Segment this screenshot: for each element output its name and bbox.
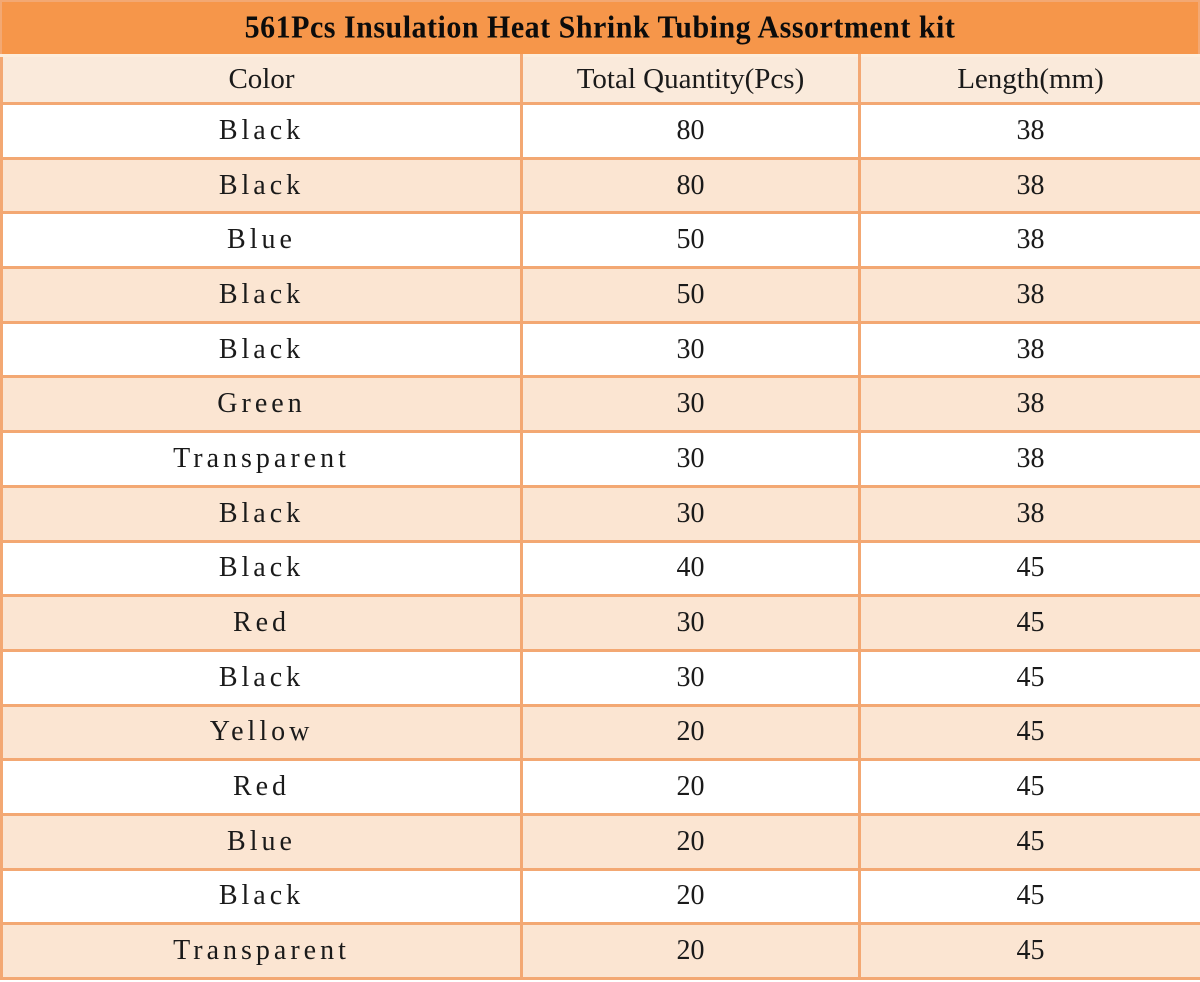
table-title: 561Pcs Insulation Heat Shrink Tubing Ass… (244, 10, 956, 45)
column-header-length: Length(mm) (858, 54, 1200, 105)
table-row: Black 30 38 (0, 320, 1200, 379)
color-cell: Transparent (0, 922, 523, 980)
quantity-cell: 80 (520, 102, 861, 160)
color-cell: Blue (0, 812, 523, 871)
column-header-quantity: Total Quantity(Pcs) (520, 54, 861, 105)
color-cell: Black (0, 484, 523, 543)
length-cell: 45 (858, 539, 1200, 598)
length-cell: 45 (858, 758, 1200, 816)
color-cell: Yellow (0, 703, 523, 762)
table-row: Black 30 38 (0, 484, 1200, 543)
table-title-bar: 561Pcs Insulation Heat Shrink Tubing Ass… (0, 0, 1200, 54)
quantity-cell: 20 (520, 922, 861, 980)
color-cell: Black (0, 867, 523, 926)
length-cell: 38 (858, 211, 1200, 270)
color-cell: Red (0, 594, 523, 652)
table-row: Blue 20 45 (0, 812, 1200, 871)
quantity-cell: 30 (520, 375, 861, 434)
length-cell: 45 (858, 594, 1200, 652)
color-cell: Black (0, 539, 523, 598)
length-cell: 38 (858, 266, 1200, 324)
color-cell: Blue (0, 211, 523, 270)
table-row: Black 40 45 (0, 539, 1200, 598)
color-cell: Black (0, 648, 523, 707)
color-cell: Black (0, 156, 523, 215)
quantity-cell: 50 (520, 211, 861, 270)
color-cell: Black (0, 102, 523, 160)
length-cell: 38 (858, 320, 1200, 379)
length-cell: 38 (858, 156, 1200, 215)
table-row: Transparent 30 38 (0, 430, 1200, 488)
color-cell: Black (0, 320, 523, 379)
table-row: Black 20 45 (0, 867, 1200, 926)
table-body: Black 80 38 Black 80 38 Blue 50 38 Black 50 38 Black… (0, 102, 1200, 980)
color-cell: Black (0, 266, 523, 324)
length-cell: 45 (858, 922, 1200, 980)
table-row: Black 80 38 (0, 102, 1200, 160)
color-cell: Green (0, 375, 523, 434)
header-row: Color Total Quantity(Pcs) Length(mm) (0, 54, 1200, 105)
table-row: Red 20 45 (0, 758, 1200, 816)
table-row: Blue 50 38 (0, 211, 1200, 270)
length-cell: 38 (858, 484, 1200, 543)
quantity-cell: 80 (520, 156, 861, 215)
length-cell: 45 (858, 648, 1200, 707)
quantity-cell: 20 (520, 867, 861, 926)
quantity-cell: 40 (520, 539, 861, 598)
quantity-cell: 20 (520, 812, 861, 871)
quantity-cell: 50 (520, 266, 861, 324)
quantity-cell: 30 (520, 484, 861, 543)
spec-table: Color Total Quantity(Pcs) Length(mm) Bla… (0, 54, 1200, 980)
length-cell: 38 (858, 430, 1200, 488)
table-row: Transparent 20 45 (0, 922, 1200, 980)
quantity-cell: 20 (520, 758, 861, 816)
quantity-cell: 30 (520, 430, 861, 488)
length-cell: 45 (858, 867, 1200, 926)
length-cell: 45 (858, 703, 1200, 762)
table-row: Red 30 45 (0, 594, 1200, 652)
quantity-cell: 30 (520, 648, 861, 707)
column-header-color: Color (0, 54, 523, 105)
length-cell: 45 (858, 812, 1200, 871)
table-row: Yellow 20 45 (0, 703, 1200, 762)
table-row: Black 30 45 (0, 648, 1200, 707)
length-cell: 38 (858, 102, 1200, 160)
table-row: Black 80 38 (0, 156, 1200, 215)
quantity-cell: 30 (520, 320, 861, 379)
color-cell: Transparent (0, 430, 523, 488)
quantity-cell: 30 (520, 594, 861, 652)
table-row: Green 30 38 (0, 375, 1200, 434)
length-cell: 38 (858, 375, 1200, 434)
quantity-cell: 20 (520, 703, 861, 762)
table-header: Color Total Quantity(Pcs) Length(mm) (0, 54, 1200, 105)
color-cell: Red (0, 758, 523, 816)
table-row: Black 50 38 (0, 266, 1200, 324)
